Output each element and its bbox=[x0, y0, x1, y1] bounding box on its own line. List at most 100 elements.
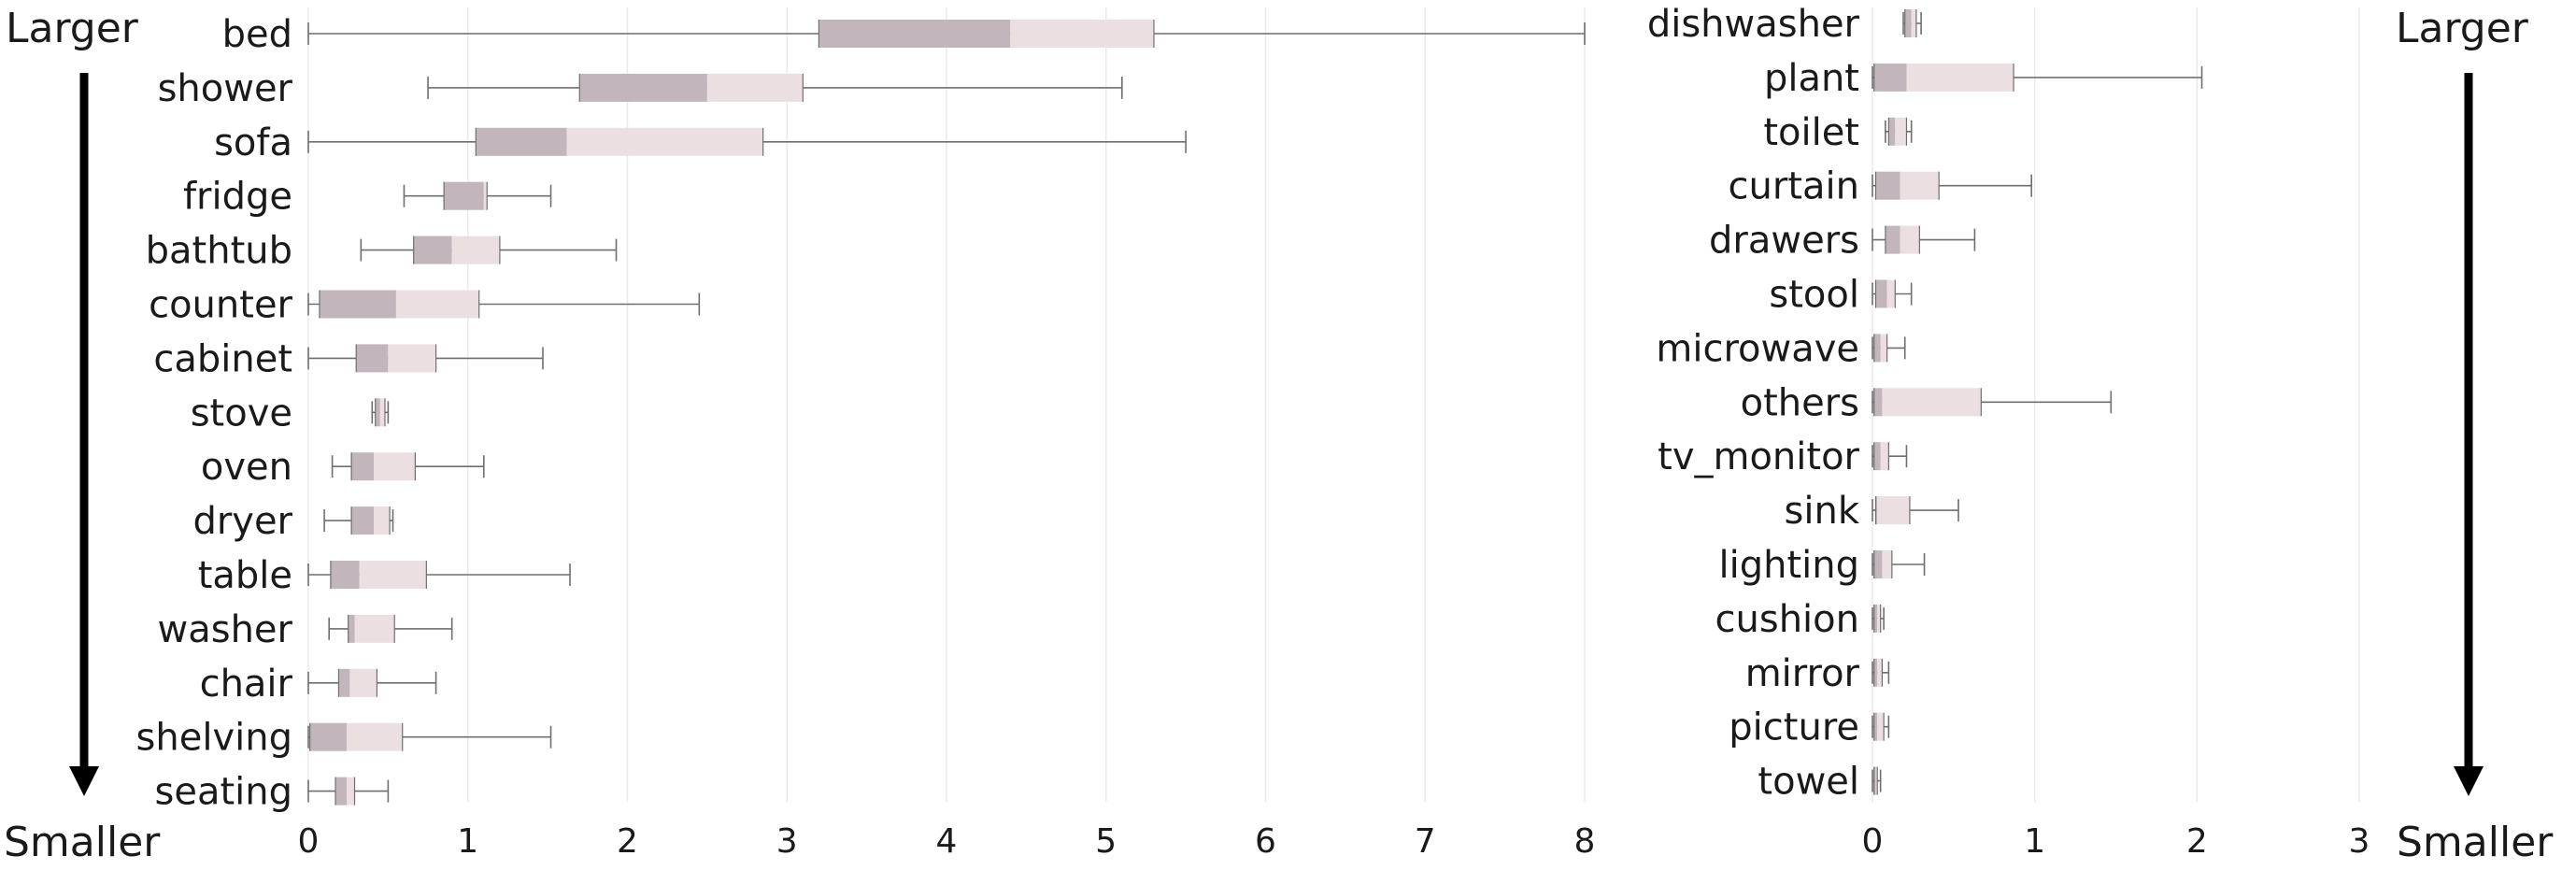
box-lower-cabinet bbox=[356, 344, 389, 373]
box-upper-washer bbox=[354, 614, 395, 643]
box-upper-towel bbox=[1875, 766, 1878, 795]
category-label-stool: stool bbox=[1769, 274, 1859, 317]
box-upper-sofa bbox=[566, 127, 763, 156]
left-box-row-seating: seating bbox=[155, 771, 390, 814]
category-label-stove: stove bbox=[191, 392, 292, 435]
category-label-fridge: fridge bbox=[183, 176, 292, 219]
box-upper-lighting bbox=[1882, 550, 1892, 578]
category-label-sofa: sofa bbox=[214, 121, 292, 164]
box-lower-sink bbox=[1875, 496, 1878, 525]
right-box-row-tv_monitor: tv_monitor bbox=[1658, 435, 1908, 478]
box-upper-picture bbox=[1877, 712, 1885, 741]
box-upper-plant bbox=[1906, 63, 2014, 92]
left-x-tick-label: 4 bbox=[936, 822, 958, 861]
right-x-tick-label: 2 bbox=[2186, 822, 2208, 861]
box-lower-fridge bbox=[444, 181, 484, 210]
category-label-table: table bbox=[198, 554, 292, 597]
box-upper-table bbox=[359, 561, 427, 589]
box-lower-tv_monitor bbox=[1873, 442, 1881, 471]
box-lower-dishwasher bbox=[1904, 9, 1912, 37]
left-box-row-table: table bbox=[198, 554, 571, 597]
box-upper-cushion bbox=[1877, 604, 1881, 633]
box-lower-stove bbox=[375, 398, 380, 427]
right-x-tick-label: 3 bbox=[2349, 822, 2370, 861]
left-box-row-shower: shower bbox=[158, 67, 1123, 110]
box-lower-curtain bbox=[1875, 171, 1900, 200]
left-box-row-counter: counter bbox=[149, 284, 701, 327]
box-lower-drawers bbox=[1885, 225, 1900, 254]
left-x-tick-label: 3 bbox=[776, 822, 798, 861]
left-x-tick-label: 1 bbox=[457, 822, 478, 861]
category-label-sink: sink bbox=[1785, 490, 1860, 533]
category-label-drawers: drawers bbox=[1709, 220, 1859, 263]
left-down-arrow bbox=[69, 73, 99, 796]
box-lower-shower bbox=[579, 73, 707, 102]
box-lower-towel bbox=[1873, 766, 1876, 795]
right-box-row-plant: plant bbox=[1764, 57, 2203, 100]
box-upper-shower bbox=[706, 73, 804, 102]
category-label-plant: plant bbox=[1764, 57, 1859, 100]
right-box-row-sink: sink bbox=[1785, 490, 1959, 533]
box-lower-washer bbox=[348, 614, 355, 643]
left-box-row-stove: stove bbox=[191, 392, 390, 435]
left-x-tick-label: 0 bbox=[298, 822, 320, 861]
category-label-tv_monitor: tv_monitor bbox=[1658, 435, 1859, 478]
category-label-chair: chair bbox=[200, 663, 293, 706]
category-label-picture: picture bbox=[1729, 706, 1859, 749]
box-lower-others bbox=[1873, 388, 1883, 417]
box-lower-shelving bbox=[309, 722, 347, 751]
box-lower-chair bbox=[338, 668, 350, 697]
left-box-row-sofa: sofa bbox=[214, 121, 1187, 164]
box-upper-curtain bbox=[1900, 171, 1940, 200]
left-x-tick-label: 5 bbox=[1095, 822, 1117, 861]
right-box-plot-panel: 0 1 2 3 dishwasher plant toilet curtain drawers s… bbox=[1647, 3, 2370, 861]
box-upper-seating bbox=[346, 777, 355, 806]
box-lower-toilet bbox=[1888, 117, 1896, 146]
left-x-tick-label: 2 bbox=[617, 822, 638, 861]
box-upper-tv_monitor bbox=[1880, 442, 1889, 471]
right-box-row-dishwasher: dishwasher bbox=[1647, 3, 1922, 46]
right-larger-label: Larger bbox=[2396, 5, 2529, 52]
category-label-oven: oven bbox=[201, 446, 292, 489]
right-box-row-drawers: drawers bbox=[1709, 220, 1976, 263]
category-label-bathtub: bathtub bbox=[146, 230, 292, 273]
category-label-lighting: lighting bbox=[1718, 544, 1859, 587]
box-upper-mirror bbox=[1877, 658, 1883, 687]
left-x-tick-label: 6 bbox=[1255, 822, 1276, 861]
left-x-tick-label: 7 bbox=[1415, 822, 1436, 861]
left-box-row-washer: washer bbox=[158, 608, 453, 651]
category-label-washer: washer bbox=[158, 608, 293, 651]
left-box-row-chair: chair bbox=[200, 663, 437, 706]
box-lower-bed bbox=[818, 20, 1011, 48]
box-lower-oven bbox=[351, 452, 375, 481]
box-upper-drawers bbox=[1900, 225, 1920, 254]
left-box-row-dryer: dryer bbox=[192, 500, 394, 543]
box-upper-stool bbox=[1886, 279, 1896, 308]
left-box-row-bathtub: bathtub bbox=[146, 230, 618, 273]
box-upper-dishwasher bbox=[1911, 9, 1916, 37]
box-upper-dryer bbox=[374, 506, 391, 535]
box-upper-oven bbox=[374, 452, 416, 481]
right-box-row-others: others bbox=[1741, 381, 2113, 424]
right-box-row-stool: stool bbox=[1769, 274, 1913, 317]
category-label-others: others bbox=[1741, 381, 1859, 424]
left-box-row-cabinet: cabinet bbox=[153, 337, 544, 380]
category-label-mirror: mirror bbox=[1745, 652, 1860, 695]
box-upper-sink bbox=[1877, 496, 1910, 525]
box-upper-bathtub bbox=[451, 235, 500, 264]
right-box-row-mirror: mirror bbox=[1745, 652, 1890, 695]
right-box-row-toilet: toilet bbox=[1763, 111, 1913, 154]
right-box-row-microwave: microwave bbox=[1656, 327, 1906, 370]
right-x-tick-label: 1 bbox=[2024, 822, 2045, 861]
right-box-row-picture: picture bbox=[1729, 706, 1890, 749]
left-smaller-label: Smaller bbox=[4, 819, 161, 866]
left-box-plot-panel: 0 1 2 3 4 5 6 7 8 bed shower sofa fridge bathtub count… bbox=[136, 7, 1595, 861]
category-label-curtain: curtain bbox=[1729, 165, 1859, 208]
box-lower-dryer bbox=[351, 506, 375, 535]
box-lower-bathtub bbox=[413, 235, 452, 264]
category-label-shower: shower bbox=[158, 67, 293, 110]
category-label-seating: seating bbox=[155, 771, 293, 814]
category-label-dishwasher: dishwasher bbox=[1647, 3, 1860, 46]
category-label-microwave: microwave bbox=[1656, 327, 1859, 370]
